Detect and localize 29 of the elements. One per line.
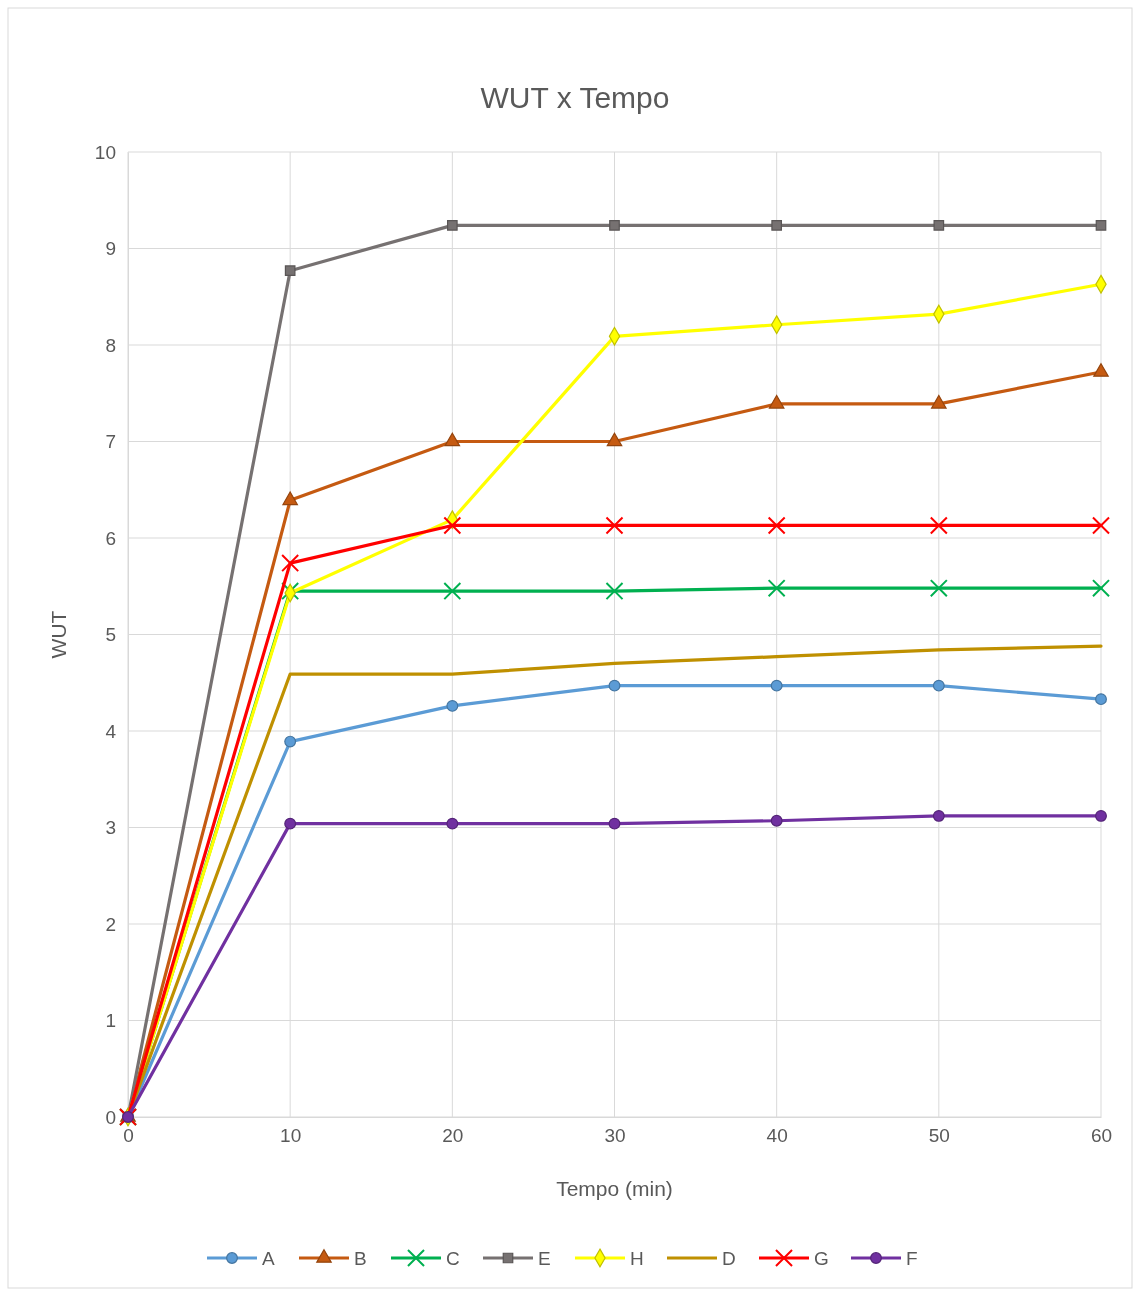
legend-label: H: [630, 1248, 644, 1269]
x-tick-label: 10: [280, 1125, 302, 1147]
y-tick-label: 1: [105, 1010, 116, 1032]
x-tick-label: 60: [1090, 1125, 1113, 1147]
legend-label: F: [906, 1248, 918, 1269]
legend-label: D: [722, 1248, 736, 1269]
y-tick-label: 8: [105, 334, 116, 356]
chart-title: WUT x Tempo: [480, 81, 670, 114]
x-tick-label: 0: [123, 1125, 134, 1147]
y-tick-label: 9: [105, 238, 116, 260]
x-tick-label: 50: [928, 1125, 950, 1147]
y-tick-label: 0: [105, 1106, 116, 1128]
y-axis-title: WUT: [47, 610, 70, 659]
x-tick-label: 40: [766, 1125, 788, 1147]
legend-label: A: [262, 1248, 275, 1269]
legend-label: B: [354, 1248, 367, 1269]
y-tick-label: 2: [105, 913, 116, 935]
x-tick-label: 30: [604, 1125, 626, 1147]
y-tick-label: 4: [105, 720, 117, 742]
y-tick-label: 7: [105, 431, 116, 453]
y-tick-label: 6: [105, 527, 116, 549]
y-tick-label: 5: [105, 624, 116, 646]
legend-label: G: [814, 1248, 829, 1269]
x-axis-title: Tempo (min): [556, 1177, 673, 1200]
y-tick-label: 3: [105, 817, 116, 839]
x-tick-label: 20: [442, 1125, 464, 1147]
y-tick-label: 10: [94, 141, 116, 163]
legend-label: E: [538, 1248, 551, 1269]
legend-label: C: [446, 1248, 460, 1269]
